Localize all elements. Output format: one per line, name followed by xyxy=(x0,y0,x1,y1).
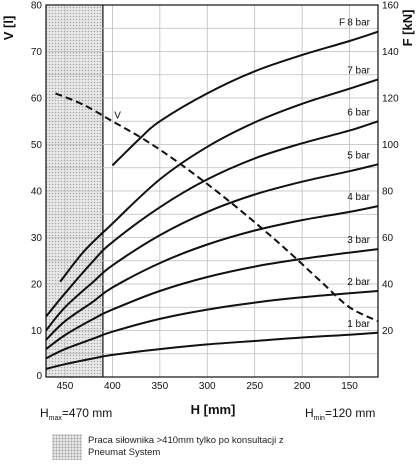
force-line-8bar xyxy=(111,30,379,167)
x-tick-label: 450 xyxy=(57,381,74,392)
y-axis-left-title: V [l] xyxy=(1,16,16,41)
series-label-6bar: 6 bar xyxy=(347,107,370,118)
series-labels: 1 bar 2 bar 3 bar 4 bar 5 bar 6 bar 7 bar 8 bar… xyxy=(114,18,370,330)
force-line-2bar xyxy=(45,290,379,360)
y-left-tick-label: 70 xyxy=(31,47,43,58)
legend-hatch-swatch xyxy=(52,434,82,460)
legend-text: Praca siłownika >410mm tylko po konsulta… xyxy=(88,435,284,458)
force-line-4bar xyxy=(45,205,379,341)
force-line-3bar xyxy=(45,248,379,350)
hmax-annotation: Hmax=470 mm xyxy=(40,406,112,422)
x-tick-label: 200 xyxy=(294,381,311,392)
volume-curve xyxy=(55,92,379,323)
y-left-tick-label: 40 xyxy=(31,187,43,198)
series-label-4bar: 4 bar xyxy=(347,192,370,203)
series-label-5bar: 5 bar xyxy=(347,150,370,161)
force-curves xyxy=(45,30,379,370)
hmin-annotation: Hmin=120 mm xyxy=(305,406,375,422)
volume-series-label: V xyxy=(114,110,121,121)
x-axis-title: H [mm] xyxy=(191,402,236,417)
y-left-tick-label: 10 xyxy=(31,326,43,337)
x-tick-label: 350 xyxy=(151,381,168,392)
hmin-value: =120 mm xyxy=(325,406,375,420)
hmax-value: =470 mm xyxy=(62,406,112,420)
y-right-tick-label: 60 xyxy=(382,233,394,244)
series-label-8bar: 8 bar xyxy=(347,18,370,29)
hmin-prefix: H xyxy=(305,406,314,420)
y-left-tick-label: 50 xyxy=(31,140,43,151)
y-axis-right-title: F [kN] xyxy=(400,10,415,47)
y-left-tick-label: 0 xyxy=(36,371,42,382)
y-right-tick-label: 120 xyxy=(382,94,399,105)
x-tick-label: 150 xyxy=(341,381,358,392)
y-left-tick-label: 60 xyxy=(31,94,43,105)
force-line-6bar xyxy=(45,120,379,318)
force-line-7bar xyxy=(59,78,379,283)
y-right-tick-label: 140 xyxy=(382,47,399,58)
force-axis-label: F xyxy=(339,18,345,29)
series-label-7bar: 7 bar xyxy=(347,65,370,76)
series-label-1bar: 1 bar xyxy=(347,319,370,330)
x-tick-label: 250 xyxy=(246,381,263,392)
series-label-3bar: 3 bar xyxy=(347,235,370,246)
legend: Praca siłownika >410mm tylko po konsulta… xyxy=(52,434,312,464)
y-right-tick-label: 40 xyxy=(382,280,394,291)
hmin-sub: min xyxy=(314,415,325,422)
x-tick-label: 300 xyxy=(199,381,216,392)
y-left-tick-label: 30 xyxy=(31,233,43,244)
y-right-tick-label: 20 xyxy=(382,326,394,337)
y-left-tick-label: 20 xyxy=(31,280,43,291)
force-line-5bar xyxy=(45,163,379,332)
force-line-1bar xyxy=(45,331,379,370)
y-right-tick-label: 100 xyxy=(382,140,399,151)
x-tick-label: 400 xyxy=(104,381,121,392)
series-label-2bar: 2 bar xyxy=(347,277,370,288)
y-right-tick-label: 160 xyxy=(382,1,399,12)
y-right-tick-label: 80 xyxy=(382,187,394,198)
plot-frame xyxy=(45,4,379,378)
tick-labels: 450 400 350 300 250 200 150 10 20 30 40 50 60 70 80 0 20… xyxy=(31,1,399,393)
y-left-tick-label: 80 xyxy=(31,1,43,12)
hmax-prefix: H xyxy=(40,406,49,420)
hmax-sub: max xyxy=(49,415,63,422)
volume-line xyxy=(55,92,379,323)
